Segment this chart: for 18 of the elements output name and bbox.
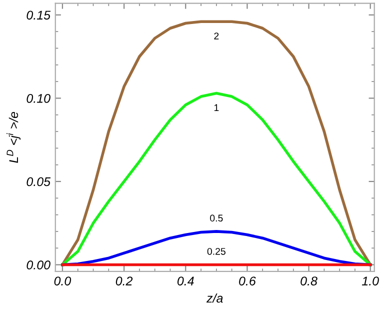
y-tick-label: 0.05 [26,177,51,186]
x-tick-label: 0.8 [300,276,318,286]
series-label: 0.25 [207,248,226,255]
line-series [61,92,372,266]
line-series [61,20,372,266]
y-tick-label: 0.00 [26,260,50,270]
x-tick-label: 1.0 [362,276,379,286]
series-label: 0.5 [210,214,223,222]
y-tick-label: 0.15 [26,10,51,20]
series-label: 1 [214,104,219,111]
x-tick-label: 0.2 [116,276,133,286]
x-tick-label: 0.6 [239,276,256,286]
y-tick-label: 0.10 [26,94,50,103]
x-tick-label: 0.4 [177,276,194,286]
x-tick-label: 0.0 [54,276,72,286]
series-label: 2 [214,32,219,40]
y-axis-title: L$^{D}$ <j$^{i}$ >/e [6,112,21,163]
x-axis-title: z/a [206,293,223,303]
